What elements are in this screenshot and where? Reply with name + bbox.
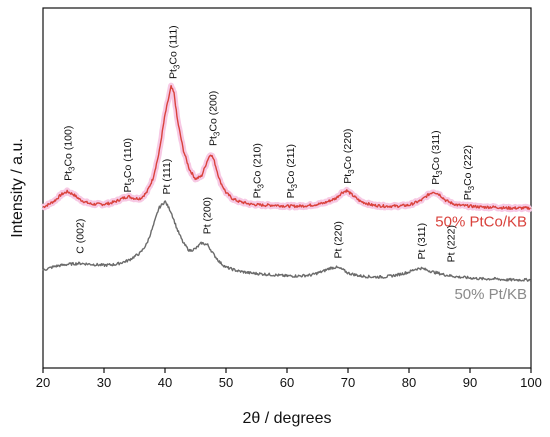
peak-label: Pt3Co (311) — [430, 130, 444, 184]
peak-label: Pt3Co (222) — [462, 145, 476, 200]
plot-area-frame — [42, 7, 532, 369]
x-tick-label: 50 — [219, 375, 233, 390]
peak-labels: Pt3Co (100) Pt3Co (110) Pt3Co (111) Pt3Co (… — [62, 25, 476, 262]
peak-label: Pt3Co (200) — [208, 91, 222, 146]
legend-label: 50% Pt/KB — [454, 286, 527, 303]
x-tick-label: 70 — [341, 375, 355, 390]
peak-label: Pt3Co (110) — [122, 138, 136, 192]
x-tick-label: 60 — [280, 375, 294, 390]
peak-label: Pt3Co (220) — [342, 129, 356, 184]
peak-label: Pt (311) — [416, 223, 428, 260]
legend: 50% PtCo/KB 50% Pt/KB — [435, 213, 527, 303]
x-axis-title: 2θ / degrees — [243, 410, 332, 427]
peak-label: Pt3Co (111) — [167, 25, 181, 79]
x-tick-label: 90 — [463, 375, 477, 390]
peak-label: Pt (222) — [446, 225, 458, 262]
series-line — [42, 84, 531, 211]
peak-label: Pt3Co (211) — [285, 144, 299, 198]
series-lines — [40, 82, 533, 282]
peak-label: C (002) — [75, 219, 87, 254]
y-axis-title: Intensity / a.u. — [9, 138, 26, 238]
x-ticks: 20 30 40 50 60 70 80 90 100 — [36, 368, 542, 390]
peak-label: Pt (111) — [161, 159, 173, 195]
x-tick-label: 80 — [402, 375, 416, 390]
x-tick-label: 100 — [520, 375, 542, 390]
peak-label: Pt (220) — [333, 221, 345, 258]
legend-label: 50% PtCo/KB — [435, 213, 527, 230]
x-tick-label: 40 — [158, 375, 172, 390]
series-line — [42, 200, 532, 282]
peak-label: Pt3Co (210) — [252, 143, 266, 198]
peak-label: Pt (200) — [202, 197, 214, 234]
x-tick-label: 20 — [36, 375, 50, 390]
x-tick-label: 30 — [97, 375, 111, 390]
peak-label: Pt3Co (100) — [62, 126, 76, 181]
